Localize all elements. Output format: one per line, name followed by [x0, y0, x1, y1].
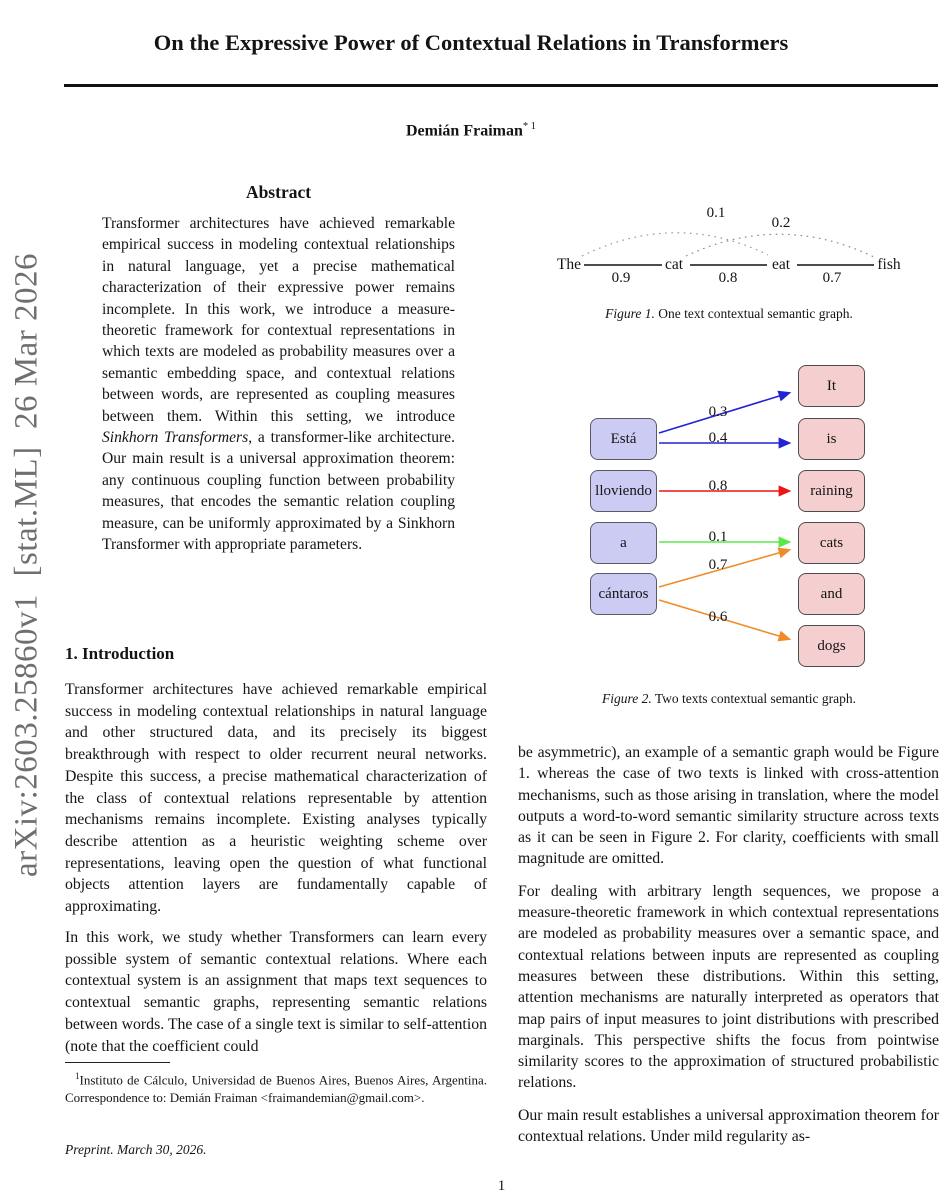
edge-weight: 0.2	[771, 215, 791, 231]
edge-weight: 0.8	[718, 270, 738, 286]
footnote-marker: 1	[75, 1071, 80, 1081]
edge-cantaros-dogs	[658, 599, 792, 642]
page-number: 1	[497, 1178, 506, 1194]
intro-paragraph-2: In this work, we study whether Transform…	[65, 929, 487, 1055]
target-node-cats: cats	[798, 522, 865, 564]
edge-esta-it	[658, 390, 792, 434]
target-node-and: and	[798, 573, 865, 615]
target-node-is: is	[798, 418, 865, 460]
author-line: Demián Fraiman* 1	[65, 121, 877, 140]
figure1-caption-label: Figure 1.	[605, 306, 655, 321]
source-node-cantaros: cántaros	[590, 573, 657, 615]
figure1-diagram: The cat eat fish 0.9 0.8 0.7 0.1 0.2	[518, 198, 940, 312]
word-node-fish: fish	[877, 256, 901, 273]
footnote-text: 1Instituto de Cálculo, Universidad de Bu…	[65, 1068, 487, 1106]
target-node-it: It	[798, 365, 865, 407]
source-node-esta: Está	[590, 418, 657, 460]
col2-paragraph-3: Our main result establishes a universal …	[518, 1106, 939, 1146]
edge-cantaros-cats	[658, 547, 792, 588]
abstract-emphasis: Sinkhorn Transformers	[102, 429, 249, 447]
abstract-part1: Transformer architectures have achieved …	[102, 215, 455, 425]
author-name: Demián Fraiman	[406, 122, 523, 140]
column2-text: be asymmetric), an example of a semantic…	[518, 742, 939, 1158]
edge-weight: 0.7	[708, 557, 728, 573]
edge-weight: 0.7	[822, 270, 842, 286]
figure1-caption: Figure 1. One text contextual semantic g…	[518, 306, 940, 322]
col2-paragraph-1: be asymmetric), an example of a semantic…	[518, 744, 939, 868]
arc-cat-fish	[685, 233, 875, 258]
page-title: On the Expressive Power of Contextual Re…	[153, 30, 789, 55]
target-node-raining: raining	[798, 470, 865, 512]
edge-weight: 0.9	[611, 270, 631, 286]
word-node-the: The	[556, 256, 582, 273]
footnote-body: Instituto de Cálculo, Universidad de Bue…	[65, 1072, 487, 1105]
figure2-caption-text: Two texts contextual semantic graph.	[654, 691, 856, 706]
edge-weight: 0.1	[708, 529, 728, 545]
abstract-text: Transformer architectures have achieved …	[102, 213, 455, 556]
edge-weight: 0.4	[708, 430, 728, 446]
section-heading-introduction: 1. Introduction	[65, 644, 175, 663]
figure2-diagram: Está lloviendo a cántaros It is raining …	[518, 360, 940, 675]
arxiv-watermark: arXiv:2603.25860v1 [stat.ML] 26 Mar 2026	[8, 252, 45, 878]
abstract-heading: Abstract	[245, 182, 312, 202]
author-affiliation-marker: * 1	[522, 121, 536, 132]
source-node-lloviendo: lloviendo	[590, 470, 657, 512]
source-node-a: a	[590, 522, 657, 564]
edge-weight: 0.1	[706, 205, 726, 221]
figure1-caption-text: One text contextual semantic graph.	[658, 306, 853, 321]
footnote-divider	[65, 1062, 170, 1063]
edge-weight: 0.8	[708, 478, 728, 494]
edge-weight: 0.6	[708, 609, 728, 625]
preprint-date: Preprint. March 30, 2026.	[65, 1142, 207, 1157]
figure2-caption: Figure 2. Two texts contextual semantic …	[518, 691, 940, 707]
word-node-eat: eat	[771, 256, 791, 273]
figure2-caption-label: Figure 2.	[601, 691, 652, 706]
figure2-edges-canvas	[658, 390, 792, 642]
arc-the-eat	[581, 232, 769, 257]
word-node-cat: cat	[664, 256, 684, 273]
abstract-part2: , a transformer-like architecture. Our m…	[102, 429, 456, 554]
intro-paragraph-1: Transformer architectures have achieved …	[65, 681, 487, 916]
target-node-dogs: dogs	[798, 625, 865, 667]
col2-paragraph-2: For dealing with arbitrary length sequen…	[518, 882, 939, 1092]
figure1-edges-canvas	[581, 232, 875, 266]
header-divider	[64, 84, 938, 87]
edge-weight: 0.3	[708, 404, 728, 420]
